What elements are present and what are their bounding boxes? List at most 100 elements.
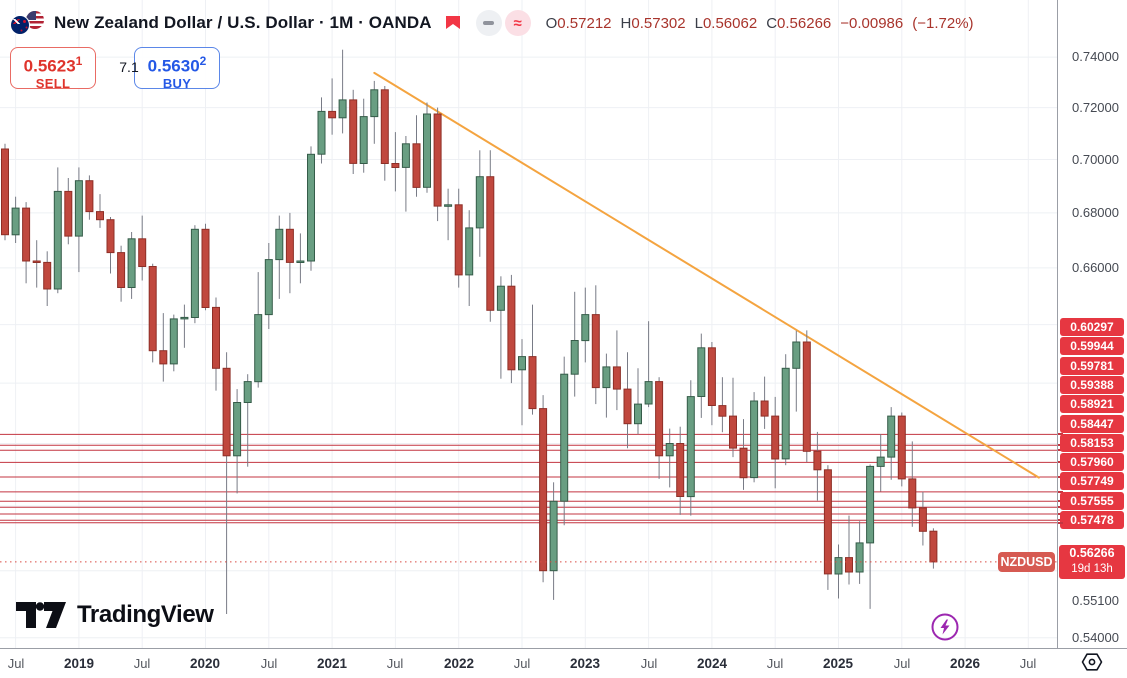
- candle: [634, 368, 642, 435]
- level-price-label[interactable]: 0.59388: [1060, 376, 1124, 394]
- candle-body-down: [897, 415, 906, 480]
- candle: [64, 178, 73, 245]
- candle-body-up: [275, 228, 284, 261]
- candle: [823, 465, 832, 590]
- level-price-label[interactable]: 0.58447: [1060, 415, 1124, 433]
- candle-body-down: [328, 110, 337, 119]
- candle: [148, 263, 157, 363]
- symbol-price-tag[interactable]: NZDUSD: [998, 552, 1055, 572]
- open-value: 0.57212: [557, 14, 612, 32]
- candle-body-up: [127, 238, 136, 289]
- candle: [243, 374, 252, 467]
- candle-body-down: [676, 443, 685, 497]
- candle: [11, 196, 20, 243]
- trendline[interactable]: [373, 71, 1040, 479]
- candle: [750, 392, 759, 483]
- candle: [760, 376, 769, 429]
- candle-body-down: [412, 143, 421, 188]
- candle: [85, 175, 94, 220]
- candle: [401, 136, 410, 212]
- candle-body-down: [1, 148, 9, 236]
- candle: [507, 274, 516, 384]
- candle: [644, 321, 653, 408]
- candle-body-up: [570, 340, 579, 375]
- candle-body-up: [644, 381, 653, 405]
- chart-header: New Zealand Dollar / U.S. Dollar · 1M · …: [10, 10, 974, 36]
- level-price-label[interactable]: 0.58921: [1060, 395, 1124, 413]
- candle: [539, 395, 548, 583]
- candle-body-down: [823, 469, 832, 575]
- candle: [444, 188, 453, 241]
- candle: [845, 515, 853, 585]
- candle: [359, 98, 368, 173]
- time-axis[interactable]: Jul 2019 Jul 2020 Jul 2021 Jul 2022 Jul 2023 Jul 20…: [0, 648, 1127, 678]
- candle: [560, 356, 569, 526]
- candle: [834, 544, 843, 599]
- change-value: −0.00986: [840, 14, 904, 32]
- candle: [117, 245, 126, 302]
- candle-body-down: [380, 89, 389, 164]
- candle: [454, 188, 463, 288]
- candle: [433, 107, 442, 222]
- remove-button[interactable]: [475, 10, 502, 36]
- candle: [929, 528, 938, 569]
- candle: [707, 342, 716, 426]
- candle-body-up: [317, 110, 326, 155]
- price-axis[interactable]: USD ⌄ 0.56266 19d 13h 0.740000.720000.70…: [1058, 0, 1127, 648]
- approx-button[interactable]: ≈: [504, 10, 531, 36]
- current-price-value: 0.56266: [1069, 546, 1115, 560]
- candle: [317, 97, 326, 164]
- candle: [729, 377, 737, 458]
- candle: [475, 150, 484, 257]
- candle: [739, 419, 748, 490]
- level-price-label[interactable]: 0.57555: [1060, 492, 1124, 510]
- candle-body-up: [359, 116, 368, 164]
- candle-body-up: [11, 207, 20, 236]
- level-price-label[interactable]: 0.57960: [1060, 453, 1124, 471]
- candle-body-up: [264, 259, 273, 316]
- candle: [781, 354, 790, 466]
- candle: [22, 202, 31, 284]
- time-tick-year: 2019: [63, 656, 95, 671]
- candle-body-down: [85, 180, 94, 213]
- candle-body-up: [243, 381, 252, 404]
- time-tick-month: Jul: [260, 656, 278, 671]
- change-percent: (−1.72%): [912, 14, 974, 32]
- buy-button[interactable]: 0.56302 BUY: [134, 47, 220, 91]
- minus-icon: [483, 21, 495, 25]
- chart-canvas[interactable]: [0, 0, 1057, 648]
- high-value: 0.57302: [631, 14, 686, 32]
- level-price-label[interactable]: 0.59944: [1060, 337, 1124, 355]
- candle: [127, 232, 136, 299]
- symbol-title[interactable]: New Zealand Dollar / U.S. Dollar · 1M · …: [54, 13, 432, 32]
- candle: [254, 272, 263, 388]
- candle-body-down: [739, 447, 748, 479]
- candle: [486, 150, 495, 322]
- bar-countdown: 19d 13h: [1071, 563, 1113, 575]
- current-price-label: 0.56266 19d 13h: [1059, 545, 1125, 579]
- candle-body-down: [285, 228, 294, 263]
- candle: [718, 377, 727, 433]
- time-tick-year: 2024: [696, 656, 728, 671]
- candle: [887, 407, 896, 480]
- lightning-icon[interactable]: [930, 612, 960, 642]
- scale-settings-icon[interactable]: [1079, 649, 1105, 675]
- candle: [602, 353, 611, 418]
- level-price-label[interactable]: 0.60297: [1060, 318, 1124, 336]
- sell-button[interactable]: 0.56231 SELL: [10, 47, 96, 91]
- candle: [212, 297, 220, 391]
- time-tick-month: Jul: [386, 656, 404, 671]
- level-price-label[interactable]: 0.58153: [1060, 434, 1124, 452]
- candle-body-up: [254, 314, 263, 383]
- level-price-label[interactable]: 0.59781: [1060, 357, 1124, 375]
- candle: [412, 115, 421, 197]
- tradingview-logo[interactable]: TradingView: [16, 601, 214, 629]
- candle: [159, 313, 168, 382]
- flag-symbol-icon[interactable]: [443, 13, 463, 33]
- symbol-flags-icon[interactable]: [10, 10, 47, 36]
- candle: [792, 330, 801, 412]
- candle-body-down: [771, 415, 780, 460]
- level-price-label[interactable]: 0.57478: [1060, 511, 1124, 529]
- level-price-label[interactable]: 0.57749: [1060, 472, 1124, 490]
